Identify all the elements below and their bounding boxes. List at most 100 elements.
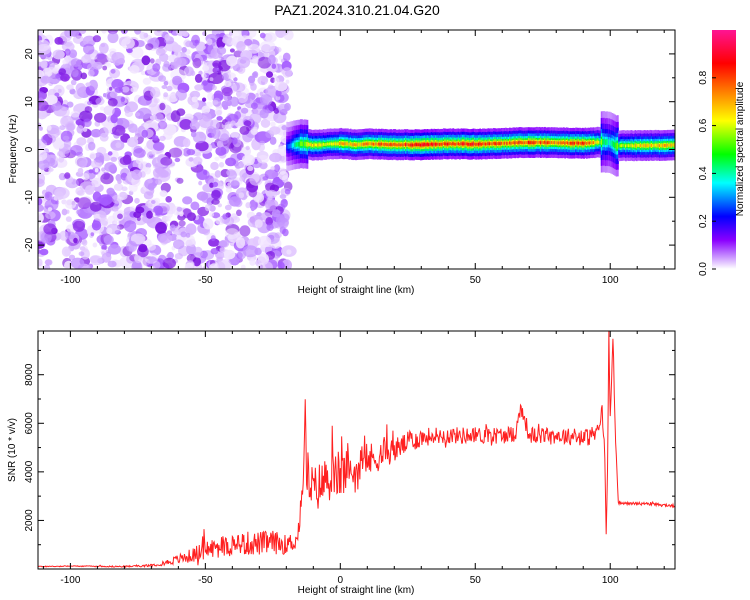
noise-blob [202,218,214,230]
signal-cell [332,142,334,146]
noise-blob [161,85,168,89]
noise-blob [81,55,92,64]
signal-cell [355,143,357,147]
noise-blob [282,52,291,62]
noise-blob [195,151,202,157]
noise-blob [111,52,125,63]
noise-blob [182,138,191,148]
noise-blob [147,203,153,208]
noise-blob [121,86,130,93]
noise-blob [158,254,167,264]
signal-cell [592,141,595,145]
noise-blob [138,244,148,253]
noise-blob [133,148,146,158]
signal-cell [595,140,598,144]
noise-blob [157,233,173,244]
noise-blob [159,135,166,141]
noise-blob [203,170,208,175]
signal-cell [507,141,510,145]
noise-blob [41,135,49,143]
signal-cell [345,142,348,146]
signal-cell [661,144,664,147]
noise-blob [94,168,99,173]
noise-blob [157,168,167,178]
noise-blob [107,31,119,44]
noise-blob [278,55,283,60]
signal-cell [498,142,500,145]
signal-cell [666,143,669,147]
signal-cell [372,142,375,146]
noise-blob [168,30,173,34]
signal-cell [419,143,422,147]
signal-cell [476,142,479,146]
noise-blob [209,205,216,212]
noise-blob [144,252,158,264]
signal-cell [446,142,449,146]
signal-cell [602,138,604,145]
snr-series-line [38,331,675,569]
noise-blob [197,44,206,51]
noise-blob [202,80,208,86]
signal-cell [630,143,633,147]
noise-blob [129,205,136,211]
signal-cell [483,142,486,146]
noise-blob [265,182,276,192]
noise-blob [185,40,194,48]
noise-blob [259,32,266,39]
signal-cell [496,142,499,146]
signal-cell [387,143,390,147]
noise-blob [70,79,77,86]
noise-blob [72,220,85,232]
noise-blob [241,30,249,36]
noise-blob [266,71,273,78]
x-tick-label: -100 [60,575,80,586]
noise-blob [207,92,214,101]
noise-blob [70,110,80,118]
noise-blob [269,126,281,135]
x-tick-label: 100 [602,575,619,586]
noise-blob [191,96,198,103]
noise-blob [222,213,228,220]
signal-cell [558,141,561,145]
noise-blob [236,41,246,52]
noise-blob [151,200,156,204]
signal-cell [668,143,670,147]
noise-blob [202,65,210,72]
noise-blob [80,248,90,260]
signal-cell [468,142,471,146]
noise-blob [176,177,184,184]
signal-cell [645,144,648,148]
noise-blob [75,82,86,94]
noise-blob [200,192,214,204]
signal-cell [453,142,456,146]
signal-cell [375,142,378,146]
snr-ylabel: SNR (10 * v/v) [7,418,18,482]
signal-cell [413,143,415,147]
noise-blob [190,201,200,211]
signal-cell [557,141,560,145]
colorbar: 0.0 0.2 0.4 0.6 0.8 Normalized spectral ampl… [698,30,746,276]
noise-blob [184,262,194,269]
noise-blob [178,210,184,217]
noise-blob [281,125,288,131]
noise-blob [147,69,152,75]
noise-blob [150,86,161,98]
noise-blob [215,146,227,156]
signal-cell [556,141,558,145]
signal-cell [295,142,298,147]
signal-cell [391,143,394,147]
noise-blob [270,166,276,171]
signal-cell [669,143,672,147]
x-tick-label: -100 [60,275,80,286]
noise-blob [174,253,183,260]
noise-blob [211,189,221,200]
noise-blob [79,181,96,193]
noise-blob [209,212,215,217]
signal-cell [343,142,345,146]
noise-blob [250,102,258,110]
noise-blob [269,152,282,163]
noise-blob [273,164,281,173]
colorbar-axis: 0.0 0.2 0.4 0.6 0.8 [698,70,716,276]
signal-cell [336,142,339,146]
signal-cell [310,143,313,147]
